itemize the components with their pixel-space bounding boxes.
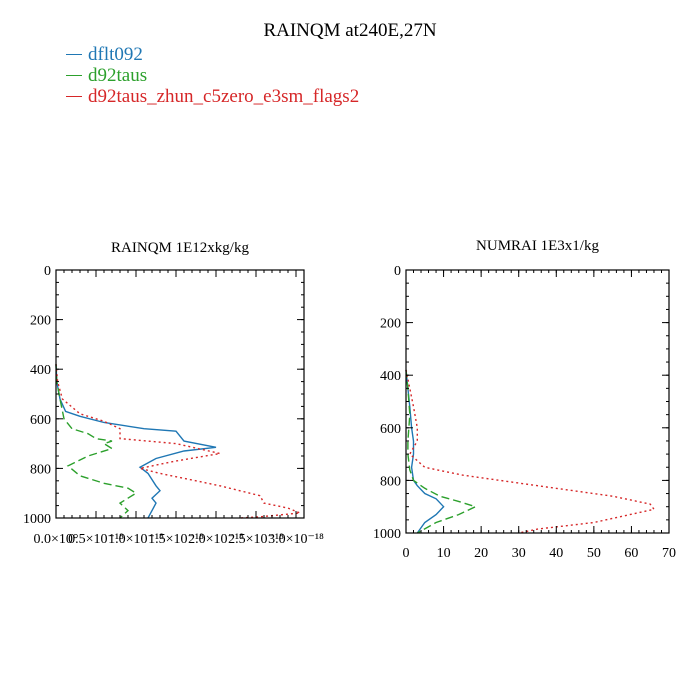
panel-1-xtick-label-4: 40 [549,546,563,561]
panel-0-ytick-label-0: 0 [44,264,51,279]
panel-0-xtick-label-4: 2.0×10⁻¹⁸ [188,532,244,547]
main-title: RAINQM at240E,27N [263,20,437,41]
panel-1-ytick-label-1: 200 [380,317,401,332]
panel-0-xtick-label-1: 0.5×10⁻¹⁸ [68,532,124,547]
panel-1-series-2 [405,369,656,534]
panel-0-xtick-label-6: 3.0×10⁻¹⁸ [268,532,324,547]
panel-1-series-1 [405,369,478,534]
legend-item-1: d92taus [66,65,359,86]
panel-1-ytick-label-5: 1000 [373,527,401,542]
panel-0-ytick-label-3: 600 [30,413,51,428]
panel-0-xtick-label-2: 1.0×10⁻¹⁸ [108,532,164,547]
panel-0-ytick-label-1: 200 [30,314,51,329]
panel-0-series-0 [55,364,217,519]
panel-0-ytick-label-2: 400 [30,363,51,378]
legend-swatch-0 [66,54,82,55]
panel-0-ytick-label-4: 800 [30,462,51,477]
panel-0-series-1 [55,364,138,519]
panel-1-ytick-label-0: 0 [394,264,401,279]
panel-0-title: RAINQM 1E12xkg/kg [111,240,249,256]
legend-item-2: d92taus_zhun_c5zero_e3sm_flags2 [66,86,359,107]
panel-1-ytick-label-3: 600 [380,422,401,437]
panel-1-xtick-label-2: 20 [474,546,488,561]
panel-1-xtick-label-5: 50 [587,546,601,561]
panel-1-title: NUMRAI 1E3x1/kg [476,238,599,254]
panel-1-xtick-label-6: 60 [624,546,638,561]
panel-1-xtick-label-7: 70 [662,546,676,561]
panel-1-ytick-label-2: 400 [380,369,401,384]
panel-1-ytick-label-4: 800 [380,474,401,489]
legend-swatch-2 [66,96,82,97]
panel-0-xtick-label-5: 2.5×10⁻¹⁸ [228,532,284,547]
legend-swatch-1 [66,75,82,76]
panel-0-xtick-label-3: 1.5×10⁻¹⁸ [148,532,204,547]
panel-0-ytick-label-5: 1000 [23,512,51,527]
legend-label-0: dflt092 [88,44,143,65]
legend: dflt092 d92taus d92taus_zhun_c5zero_e3sm… [66,44,359,107]
panel-1-xtick-label-1: 10 [437,546,451,561]
legend-item-0: dflt092 [66,44,359,65]
panel-0-xtick-label-0: 0.0×10° [34,532,79,547]
panel-1-xtick-label-0: 0 [403,546,410,561]
panel-1-xtick-label-3: 30 [512,546,526,561]
panel-1-frame [405,269,670,534]
panel-0-frame [55,269,305,519]
legend-label-1: d92taus [88,65,148,86]
panel-0-series-2 [55,364,301,519]
legend-label-2: d92taus_zhun_c5zero_e3sm_flags2 [88,86,360,107]
